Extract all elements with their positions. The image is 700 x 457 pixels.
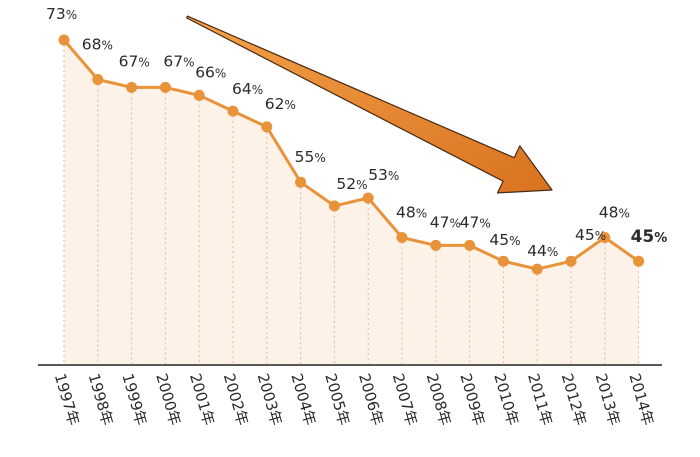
- data-point: [497, 255, 509, 267]
- x-tick-label: 2001年: [186, 371, 218, 427]
- data-point: [633, 255, 645, 267]
- x-tick-label: 1998年: [85, 371, 117, 427]
- x-tick-label: 2007年: [389, 371, 421, 427]
- data-label: 45%: [489, 231, 520, 249]
- data-label: 44%: [527, 242, 558, 260]
- data-point: [599, 232, 611, 243]
- data-point: [295, 176, 307, 188]
- data-label: 48%: [396, 204, 427, 222]
- data-point: [193, 89, 205, 101]
- data-points: [58, 34, 645, 275]
- data-point: [58, 34, 70, 46]
- data-label: 62%: [265, 95, 296, 113]
- data-point: [227, 105, 239, 117]
- data-point: [126, 81, 138, 93]
- data-label: 47%: [430, 213, 461, 231]
- data-labels: 73%68%67% 67%66%64%62%55%52%53%48% 47%47%4…: [46, 5, 667, 260]
- data-label: 48%: [599, 204, 630, 222]
- data-label: 55%: [295, 148, 326, 166]
- data-label: 73%: [46, 5, 77, 23]
- x-tick-label: 2014年: [625, 371, 657, 427]
- data-label: 53%: [368, 166, 399, 184]
- x-tick-label: 2003年: [254, 371, 286, 427]
- data-label: 52%: [336, 175, 367, 193]
- data-label: 47%: [460, 213, 491, 231]
- data-point: [430, 239, 442, 251]
- data-label: 68%: [82, 36, 113, 54]
- data-point: [531, 263, 543, 275]
- data-point: [464, 239, 476, 251]
- data-label: 45%: [631, 227, 668, 247]
- trend-arrow: [186, 15, 553, 194]
- x-tick-label: 1997年: [51, 371, 83, 427]
- x-tick-label: 2005年: [321, 371, 353, 427]
- x-tick-label: 2000年: [152, 371, 184, 427]
- x-tick-label: 2009年: [456, 371, 488, 427]
- x-tick-label: 1999年: [118, 371, 150, 427]
- data-label: 67%: [163, 52, 194, 70]
- x-tick-label: 2004年: [287, 371, 319, 427]
- data-point: [159, 81, 171, 93]
- data-point: [92, 74, 104, 85]
- data-point: [396, 232, 408, 243]
- data-label: 64%: [232, 80, 263, 98]
- x-axis-tick-labels: 1997年 1998年 1999年 2000年 2001年 2002年 2003年 2004年…: [51, 371, 658, 427]
- data-point: [261, 121, 273, 133]
- data-label: 45%: [575, 226, 606, 244]
- x-tick-label: 2008年: [423, 371, 455, 427]
- x-tick-label: 2013年: [592, 371, 624, 427]
- x-tick-label: 2010年: [490, 371, 522, 427]
- x-tick-label: 2011年: [524, 371, 556, 427]
- x-tick-label: 2002年: [220, 371, 252, 427]
- data-label: 66%: [195, 63, 226, 81]
- data-point: [362, 192, 374, 204]
- x-tick-label: 2012年: [558, 371, 590, 427]
- series-line: [62, 39, 640, 271]
- data-label: 67%: [119, 52, 150, 70]
- x-tick-label: 2006年: [355, 371, 387, 427]
- data-point: [328, 200, 340, 212]
- drop-lines: [63, 40, 640, 364]
- data-point: [565, 255, 577, 267]
